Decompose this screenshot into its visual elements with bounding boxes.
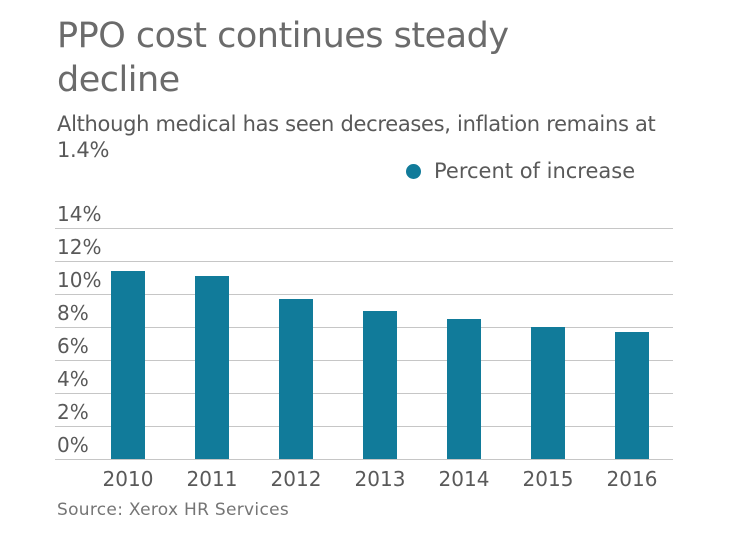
- x-tick-label-2014: 2014: [438, 467, 490, 491]
- bar-chart-plot-area: 0% 2% 4% 6% 8% 10% 12% 14% 2010 2011 2012 2013 2014 2…: [55, 202, 673, 491]
- chart-title: PPO cost continues steady decline: [57, 16, 509, 100]
- y-tick-label-2%: 2%: [57, 400, 89, 424]
- y-tick-label-0%: 0%: [57, 433, 89, 457]
- bar-2013: [363, 310, 397, 459]
- bar-2015: [531, 327, 565, 459]
- y-tick-label-12%: 12%: [57, 235, 102, 259]
- chart-subtitle: Although medical has seen decreases, inf…: [57, 112, 656, 162]
- y-tick-label-10%: 10%: [57, 268, 102, 292]
- y-tick-label-6%: 6%: [57, 334, 89, 358]
- bar-2014: [447, 318, 481, 459]
- source-attribution: Source: Xerox HR Services: [57, 500, 290, 520]
- gridline-10%: [55, 294, 673, 295]
- x-tick-label-2011: 2011: [186, 467, 238, 491]
- chart-header: PPO cost continues steady decline Althou…: [57, 14, 697, 163]
- x-tick-label-2013: 2013: [354, 467, 406, 491]
- gridline-12%: [55, 261, 673, 262]
- gridline-0%: [55, 459, 673, 460]
- y-tick-label-14%: 14%: [57, 202, 102, 226]
- bar-2010: [111, 270, 145, 459]
- x-tick-label-2012: 2012: [270, 467, 322, 491]
- legend-label: Percent of increase: [434, 159, 636, 183]
- bar-2011: [195, 275, 229, 459]
- x-tick-label-2016: 2016: [606, 467, 658, 491]
- x-tick-label-2015: 2015: [522, 467, 574, 491]
- bar-2012: [279, 298, 313, 459]
- legend-marker-icon: [406, 163, 421, 179]
- y-tick-label-8%: 8%: [57, 301, 89, 325]
- bar-2016: [615, 331, 649, 459]
- legend: Percent of increase: [406, 159, 635, 183]
- x-tick-label-2010: 2010: [102, 467, 154, 491]
- y-tick-label-4%: 4%: [57, 367, 89, 391]
- gridline-14%: [55, 228, 673, 229]
